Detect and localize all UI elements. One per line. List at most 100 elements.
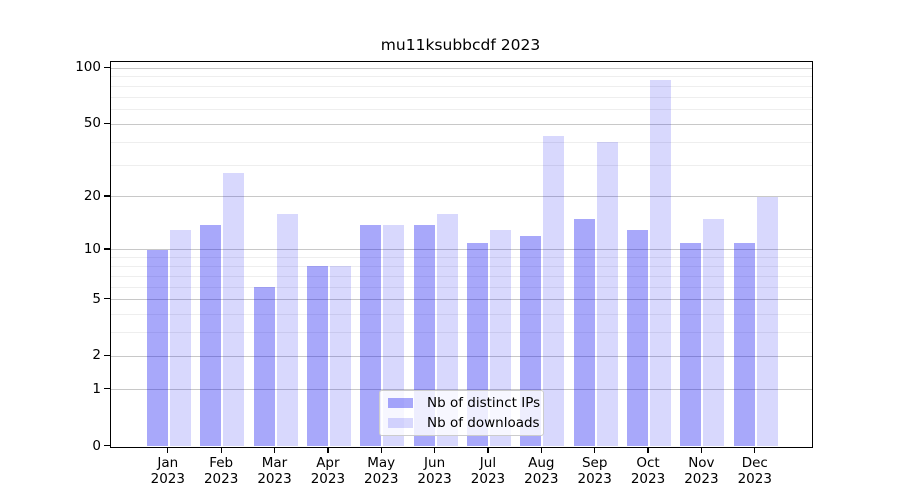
x-tick-mark xyxy=(487,447,489,453)
gridline-minor xyxy=(111,314,812,316)
y-tick-label: 0 xyxy=(92,437,101,454)
legend-swatch-nb-of-downloads xyxy=(388,418,413,428)
y-tick-mark xyxy=(104,195,110,197)
bar-mar-nb-of-downloads xyxy=(276,214,298,447)
x-tick-mark xyxy=(167,447,169,453)
bar-apr-nb-of-distinct-ips xyxy=(306,266,328,447)
gridline-minor xyxy=(111,286,812,288)
bar-oct-nb-of-downloads xyxy=(650,80,672,447)
x-tick-label-mar: Mar 2023 xyxy=(235,455,315,488)
x-tick-label-nov: Nov 2023 xyxy=(661,455,741,488)
x-tick-month: Dec xyxy=(741,454,768,471)
x-tick-year: 2023 xyxy=(577,471,612,487)
x-tick-month: Feb xyxy=(209,454,234,471)
x-tick-year: 2023 xyxy=(470,471,506,487)
x-tick-mark xyxy=(380,447,382,453)
y-tick-mark xyxy=(104,122,110,124)
y-tick-label: 100 xyxy=(75,59,101,76)
gridline-major xyxy=(111,249,812,251)
x-tick-year: 2023 xyxy=(737,471,772,487)
y-tick-label: 10 xyxy=(83,240,101,257)
y-tick-label: 20 xyxy=(83,187,101,204)
bar-may-nb-of-distinct-ips xyxy=(360,224,382,447)
gridline-minor xyxy=(111,85,812,87)
x-tick-month: Jun xyxy=(424,454,446,471)
x-tick-mark xyxy=(647,447,649,453)
x-tick-mark xyxy=(433,447,436,453)
x-tick-label-aug: Aug 2023 xyxy=(501,455,581,488)
x-tick-month: Nov xyxy=(688,454,715,471)
x-tick-year: 2023 xyxy=(684,471,719,487)
bar-dec-nb-of-distinct-ips xyxy=(733,242,755,447)
x-tick-month: Sep xyxy=(581,454,608,471)
gridline-major xyxy=(111,389,812,391)
y-tick-label: 2 xyxy=(92,347,101,364)
x-tick-year: 2023 xyxy=(417,471,452,487)
gridline-minor xyxy=(111,257,812,259)
x-tick-month: May xyxy=(367,454,396,471)
x-tick-year: 2023 xyxy=(630,471,666,487)
bar-sep-nb-of-distinct-ips xyxy=(573,219,595,447)
legend-row-nb-of-downloads: Nb of downloads xyxy=(388,415,540,431)
x-tick-month: Aug xyxy=(528,454,555,471)
y-tick-mark xyxy=(104,248,110,250)
gridline-minor xyxy=(111,96,812,98)
y-tick-label: 50 xyxy=(83,115,101,132)
gridline-major xyxy=(111,355,812,357)
gridline-major xyxy=(111,196,812,198)
x-tick-mark xyxy=(594,447,596,453)
x-tick-year: 2023 xyxy=(310,471,346,487)
gridline-major xyxy=(111,67,812,69)
gridline-minor xyxy=(111,332,812,334)
bar-apr-nb-of-downloads xyxy=(329,266,351,447)
bar-nov-nb-of-downloads xyxy=(703,219,725,447)
y-tick-label: 1 xyxy=(92,380,101,397)
bar-oct-nb-of-distinct-ips xyxy=(627,230,649,447)
bar-jan-nb-of-downloads xyxy=(169,230,191,447)
x-tick-label-apr: Apr 2023 xyxy=(288,455,368,488)
x-tick-mark xyxy=(273,447,276,453)
x-tick-mark xyxy=(754,447,756,453)
gridline-major xyxy=(111,123,812,125)
gridline-minor xyxy=(111,164,812,166)
legend-swatch-nb-of-distinct-ips xyxy=(388,398,413,408)
x-tick-label-jun: Jun 2023 xyxy=(395,455,475,488)
y-tick-mark xyxy=(104,444,110,447)
x-tick-label-jan: Jan 2023 xyxy=(128,455,208,488)
gridline-minor xyxy=(111,265,812,267)
bar-feb-nb-of-downloads xyxy=(223,173,245,447)
y-tick-mark xyxy=(104,297,110,300)
y-tick-mark xyxy=(104,388,110,390)
legend-row-nb-of-distinct-ips: Nb of distinct IPs xyxy=(388,395,540,411)
bar-jun-nb-of-downloads xyxy=(436,214,458,447)
x-tick-label-jul: Jul 2023 xyxy=(448,455,528,488)
x-tick-label-may: May 2023 xyxy=(341,455,421,488)
y-tick-mark xyxy=(104,66,110,68)
chart-title: mu11ksubbcdf 2023 xyxy=(380,36,541,54)
x-tick-label-sep: Sep 2023 xyxy=(555,455,635,488)
x-tick-year: 2023 xyxy=(257,471,292,487)
bar-feb-nb-of-distinct-ips xyxy=(200,224,222,447)
x-tick-mark xyxy=(327,447,329,453)
legend-label-nb-of-downloads: Nb of downloads xyxy=(427,415,540,431)
x-tick-year: 2023 xyxy=(524,471,559,487)
x-tick-mark xyxy=(540,447,542,453)
x-tick-month: Mar xyxy=(261,454,288,471)
legend: Nb of distinct IPs Nb of downloads xyxy=(379,390,544,436)
x-tick-year: 2023 xyxy=(150,471,185,487)
bar-dec-nb-of-downloads xyxy=(756,196,778,447)
bar-sep-nb-of-downloads xyxy=(596,142,618,447)
x-tick-mark xyxy=(220,447,222,453)
y-tick-mark xyxy=(104,354,110,357)
x-tick-label-feb: Feb 2023 xyxy=(181,455,261,488)
bar-jan-nb-of-distinct-ips xyxy=(146,249,168,447)
x-tick-label-dec: Dec 2023 xyxy=(715,455,795,488)
x-tick-year: 2023 xyxy=(203,471,239,487)
bar-nov-nb-of-distinct-ips xyxy=(680,242,702,447)
plot-area: Nb of distinct IPs Nb of downloads xyxy=(110,61,813,448)
x-tick-year: 2023 xyxy=(364,471,399,487)
x-tick-label-oct: Oct 2023 xyxy=(608,455,688,488)
x-tick-month: Jul xyxy=(479,454,497,471)
x-tick-month: Jan xyxy=(157,454,179,471)
